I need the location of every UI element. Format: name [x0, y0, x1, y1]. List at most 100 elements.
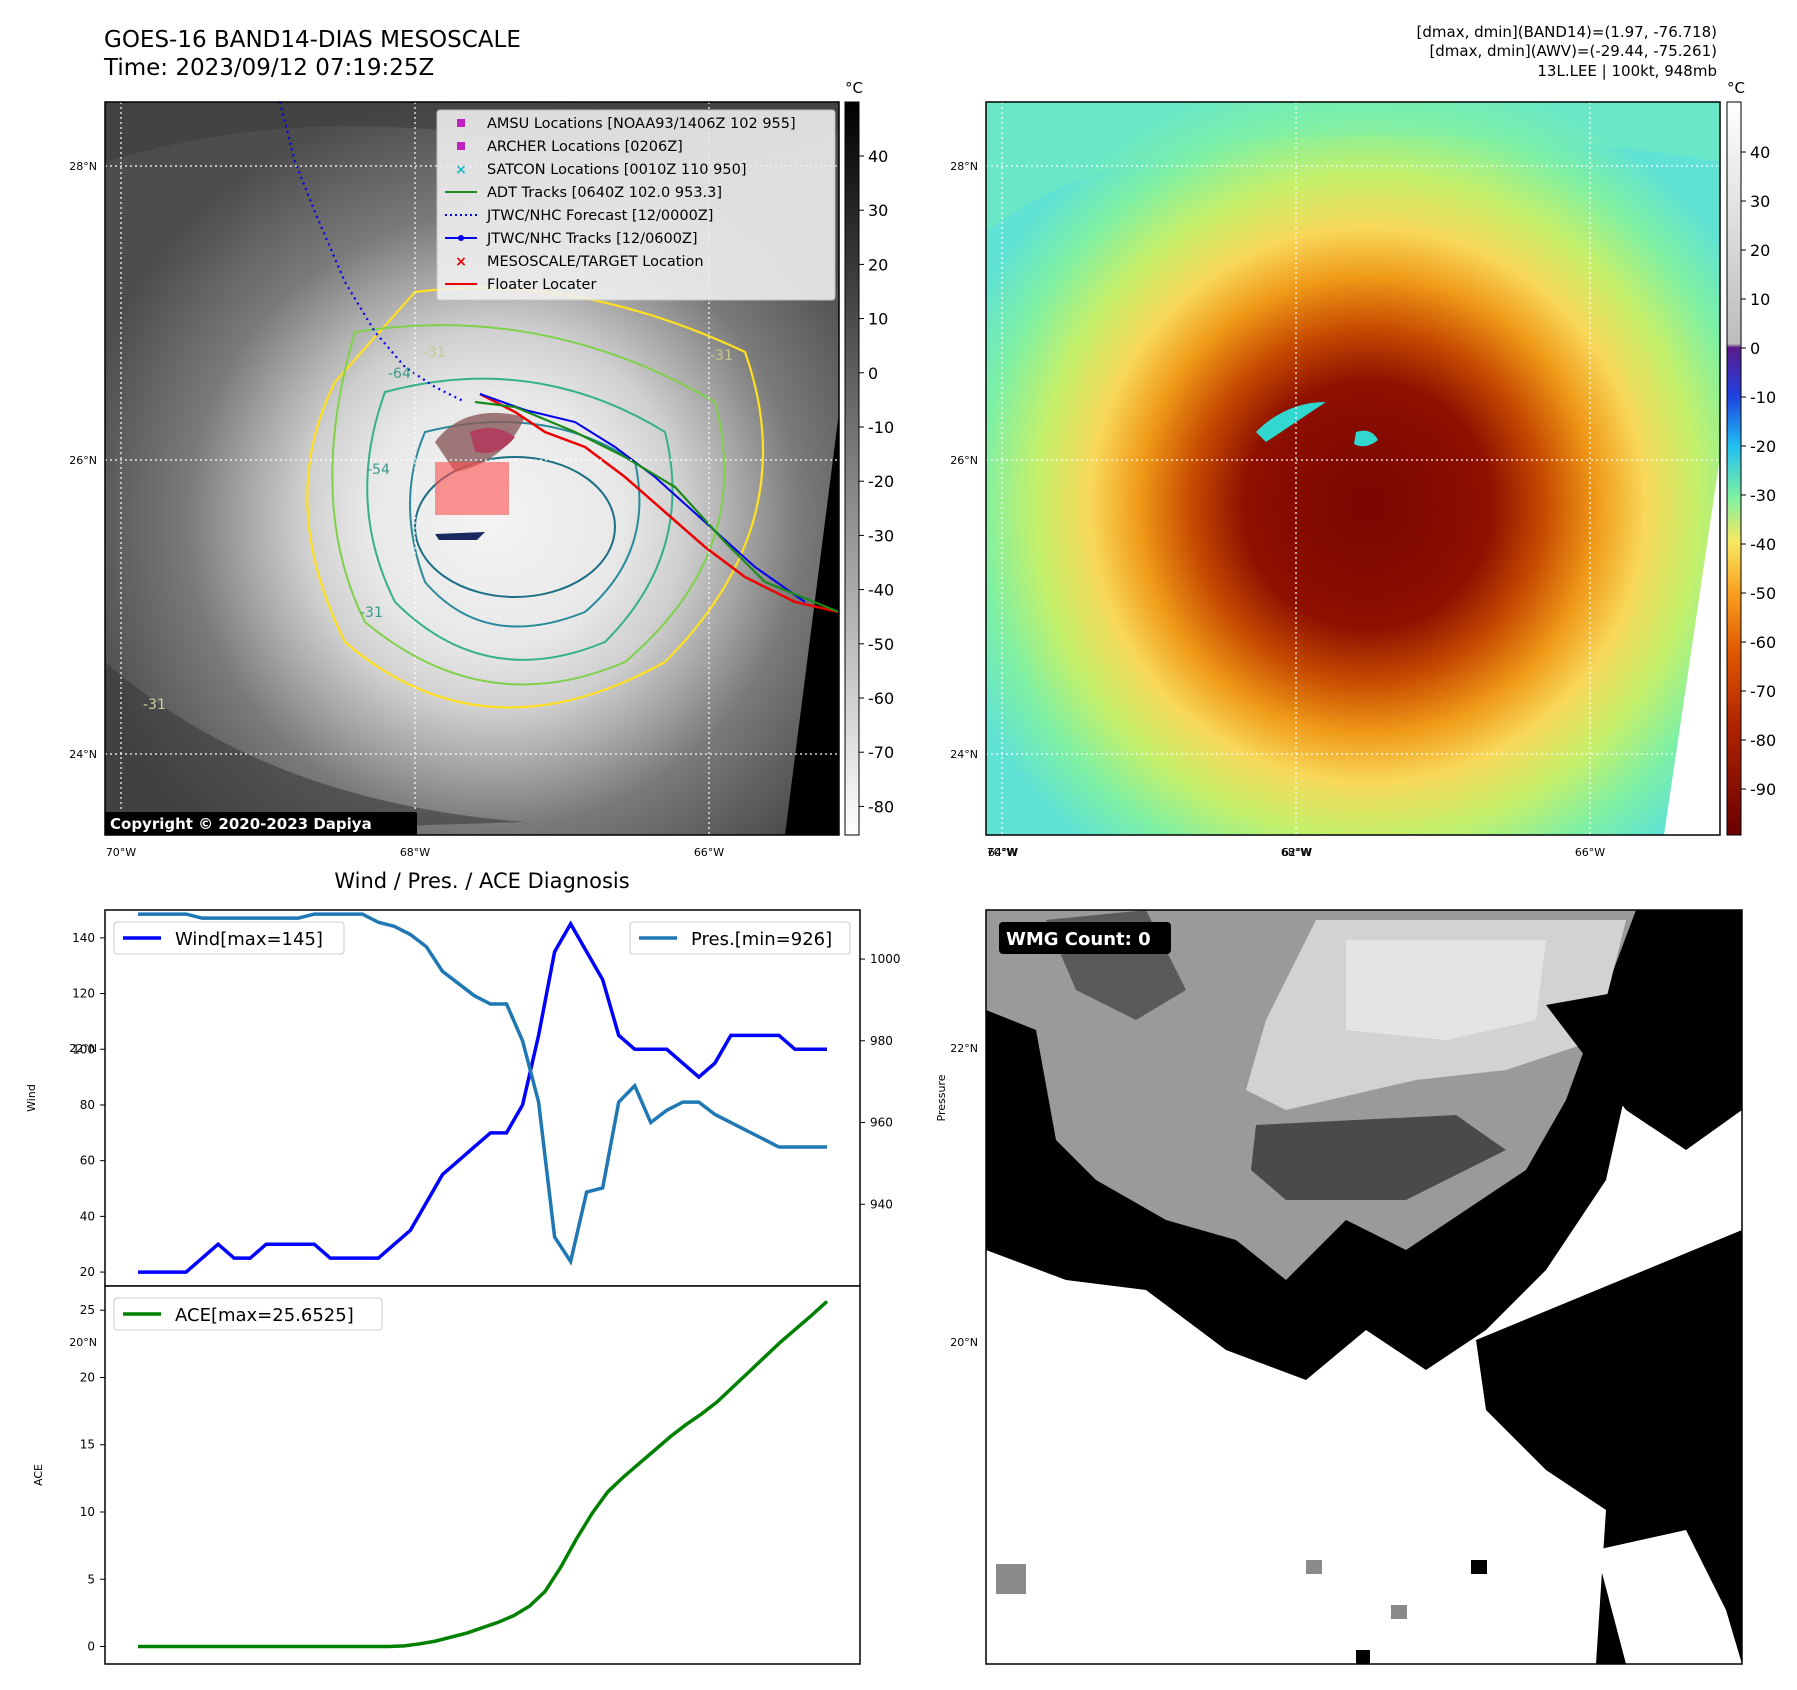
- legend-entry: JTWC/NHC Forecast [12/0000Z]: [486, 208, 713, 224]
- pressure-tick-label: 940: [870, 1197, 893, 1211]
- ace-tick-label: 25: [80, 1303, 95, 1317]
- legend-entry: ADT Tracks [0640Z 102.0 953.3]: [487, 185, 722, 201]
- band14-colorbar: °C 40 30 20 10 0 -10 -20 -30 -40 -50 -60 -70 -80: [844, 79, 894, 836]
- colorbar-tick-label: 30: [1750, 192, 1770, 211]
- band14-map: -31 -31 -31 -64 -54 -31 Copyright © 2020…: [69, 101, 1312, 1349]
- lon-tick-label: 68°W: [400, 846, 430, 859]
- pressure-legend: Pres.[min=926]: [629, 921, 851, 955]
- pressure-tick-label: 960: [870, 1116, 893, 1130]
- wind-tick-label: 140: [72, 931, 95, 945]
- lon-tick-label: 64°W: [988, 846, 1018, 859]
- band14-range-text: [dmax, dmin](BAND14)=(1.97, -76.718): [1416, 23, 1717, 41]
- storm-info-text: 13L.LEE | 100kt, 948mb: [1537, 62, 1717, 80]
- wind-series-line: [138, 920, 827, 1274]
- wind-tick-label: 60: [80, 1154, 95, 1168]
- colorbar-tick-label: -40: [868, 581, 894, 600]
- legend-marker: ×: [455, 254, 467, 270]
- ace-tick-label: 0: [87, 1640, 95, 1654]
- awv-imagery: [986, 102, 1720, 835]
- colorbar-tick-label: -70: [1750, 682, 1776, 701]
- legend-entry: JTWC/NHC Tracks [12/0600Z]: [486, 231, 698, 247]
- colorbar-unit: °C: [845, 79, 863, 97]
- lat-tick-label: 26°N: [69, 454, 97, 467]
- legend-marker: [457, 142, 465, 150]
- legend-entry: MESOSCALE/TARGET Location: [487, 254, 704, 270]
- colorbar-tick-label: -10: [1750, 388, 1776, 407]
- legend-marker: [457, 119, 465, 127]
- colorbar-tick-label: -80: [1750, 731, 1776, 750]
- legend-entry: SATCON Locations [0010Z 110 950]: [487, 162, 746, 178]
- colorbar-tick-label: 0: [1750, 339, 1760, 358]
- lon-tick-label: 66°W: [694, 846, 724, 859]
- colorbar-tick-label: 40: [868, 147, 888, 166]
- figure-time: Time: 2023/09/12 07:19:25Z: [104, 55, 435, 81]
- colorbar-tick-label: 0: [868, 364, 878, 383]
- pressure-series-line: [138, 912, 827, 1266]
- gridlines: [986, 102, 1720, 835]
- contour-label: -31: [423, 345, 446, 361]
- band14-imagery: -31 -31 -31 -64 -54 -31 Copyright © 2020…: [105, 102, 839, 835]
- colorbar-tick-label: -60: [868, 689, 894, 708]
- lon-tick-label: 62°W: [1282, 846, 1312, 859]
- colorbar-tick-label: -20: [1750, 437, 1776, 456]
- colorbar-tick-label: 40: [1750, 143, 1770, 162]
- contour-label: -31: [360, 605, 383, 621]
- awv-colorbar: °C 40 30 20 10 0 -10 -20 -30 -40 -50 -60 -70 -80 -90: [1726, 79, 1776, 836]
- pressure-legend-label: Pres.[min=926]: [691, 929, 832, 950]
- lon-tick-label: 70°W: [987, 846, 1017, 859]
- contour-label: -64: [388, 366, 411, 382]
- contour-label: -54: [367, 462, 390, 478]
- ace-axis-label: ACE: [32, 1464, 45, 1486]
- colorbar-tick-label: -60: [1750, 633, 1776, 652]
- colorbar-tick-label: 20: [868, 255, 888, 274]
- axis-ticks: 28°N 26°N 24°N 22°N 20°N 70°W 68°W 66°W 64°W 62°W: [69, 160, 1312, 1349]
- lat-tick-label: 22°N: [950, 1042, 978, 1055]
- ace-tick-label: 20: [80, 1370, 95, 1384]
- ace-tick-label: 5: [87, 1572, 95, 1586]
- lat-tick-label: 22°N: [69, 1042, 97, 1055]
- lat-tick-label: 28°N: [950, 160, 978, 173]
- axis-ticks: 28°N 26°N 24°N 22°N 20°N 70°W 68°W 66°W 64°W 62°W: [950, 160, 1605, 1349]
- wind-legend-label: Wind[max=145]: [175, 929, 323, 950]
- plot-area: 0 5 10 15 20 25: [80, 1300, 829, 1654]
- plot-area: 20 40 60 80 100 120 140 940 960 980 1000: [72, 912, 901, 1279]
- wmg-count-label: WMG Count: 0: [1006, 929, 1151, 950]
- lat-tick-label: 28°N: [69, 160, 97, 173]
- wmg-panel: WMG Count: 0: [985, 909, 1743, 1665]
- pressure-axis-label: Pressure: [935, 1074, 948, 1121]
- wind-tick-label: 100: [72, 1042, 95, 1056]
- colorbar-tick-label: -10: [868, 418, 894, 437]
- wind-tick-label: 120: [72, 987, 95, 1001]
- contour-label: -31: [710, 348, 733, 364]
- lon-tick-label: 70°W: [106, 846, 136, 859]
- lat-tick-label: 26°N: [950, 454, 978, 467]
- colorbar-tick-label: -40: [1750, 535, 1776, 554]
- ace-chart: 0 5 10 15 20 25 ACE ACE[max=25.6525]: [32, 1285, 861, 1665]
- colorbar-tick-label: 20: [1750, 241, 1770, 260]
- pressure-tick-label: 980: [870, 1034, 893, 1048]
- awv-map: 28°N 26°N 24°N 22°N 20°N 70°W 68°W 66°W 64°W 62°W: [950, 101, 1721, 1349]
- wind-tick-label: 20: [80, 1265, 95, 1279]
- lat-tick-label: 20°N: [69, 1336, 97, 1349]
- lat-tick-label: 20°N: [950, 1336, 978, 1349]
- legend-marker: ×: [455, 162, 467, 178]
- colorbar-tick-label: -30: [1750, 486, 1776, 505]
- awv-range-text: [dmax, dmin](AWV)=(-29.44, -75.261): [1429, 42, 1717, 60]
- legend-entry: AMSU Locations [NOAA93/1406Z 102 955]: [487, 116, 796, 132]
- ace-legend: ACE[max=25.6525]: [113, 1297, 383, 1331]
- colorbar-tick-label: -30: [868, 526, 894, 545]
- contour-label: -31: [143, 697, 166, 713]
- wind-pressure-chart: 20 40 60 80 100 120 140 940 960 980 1000 Wind Pres…: [25, 909, 948, 1287]
- figure-title: GOES-16 BAND14-DIAS MESOSCALE: [104, 27, 521, 53]
- diagnosis-title: Wind / Pres. / ACE Diagnosis: [334, 869, 629, 893]
- lon-tick-label: 66°W: [1575, 846, 1605, 859]
- lat-tick-label: 24°N: [69, 748, 97, 761]
- ace-tick-label: 15: [80, 1438, 95, 1452]
- ace-series-line: [138, 1300, 829, 1649]
- colorbar-tick-label: -50: [1750, 584, 1776, 603]
- colorbar-unit: °C: [1727, 79, 1745, 97]
- colorbar-tick-label: -90: [1750, 780, 1776, 799]
- colorbar-tick-label: -50: [868, 635, 894, 654]
- colorbar-tick-label: 30: [868, 201, 888, 220]
